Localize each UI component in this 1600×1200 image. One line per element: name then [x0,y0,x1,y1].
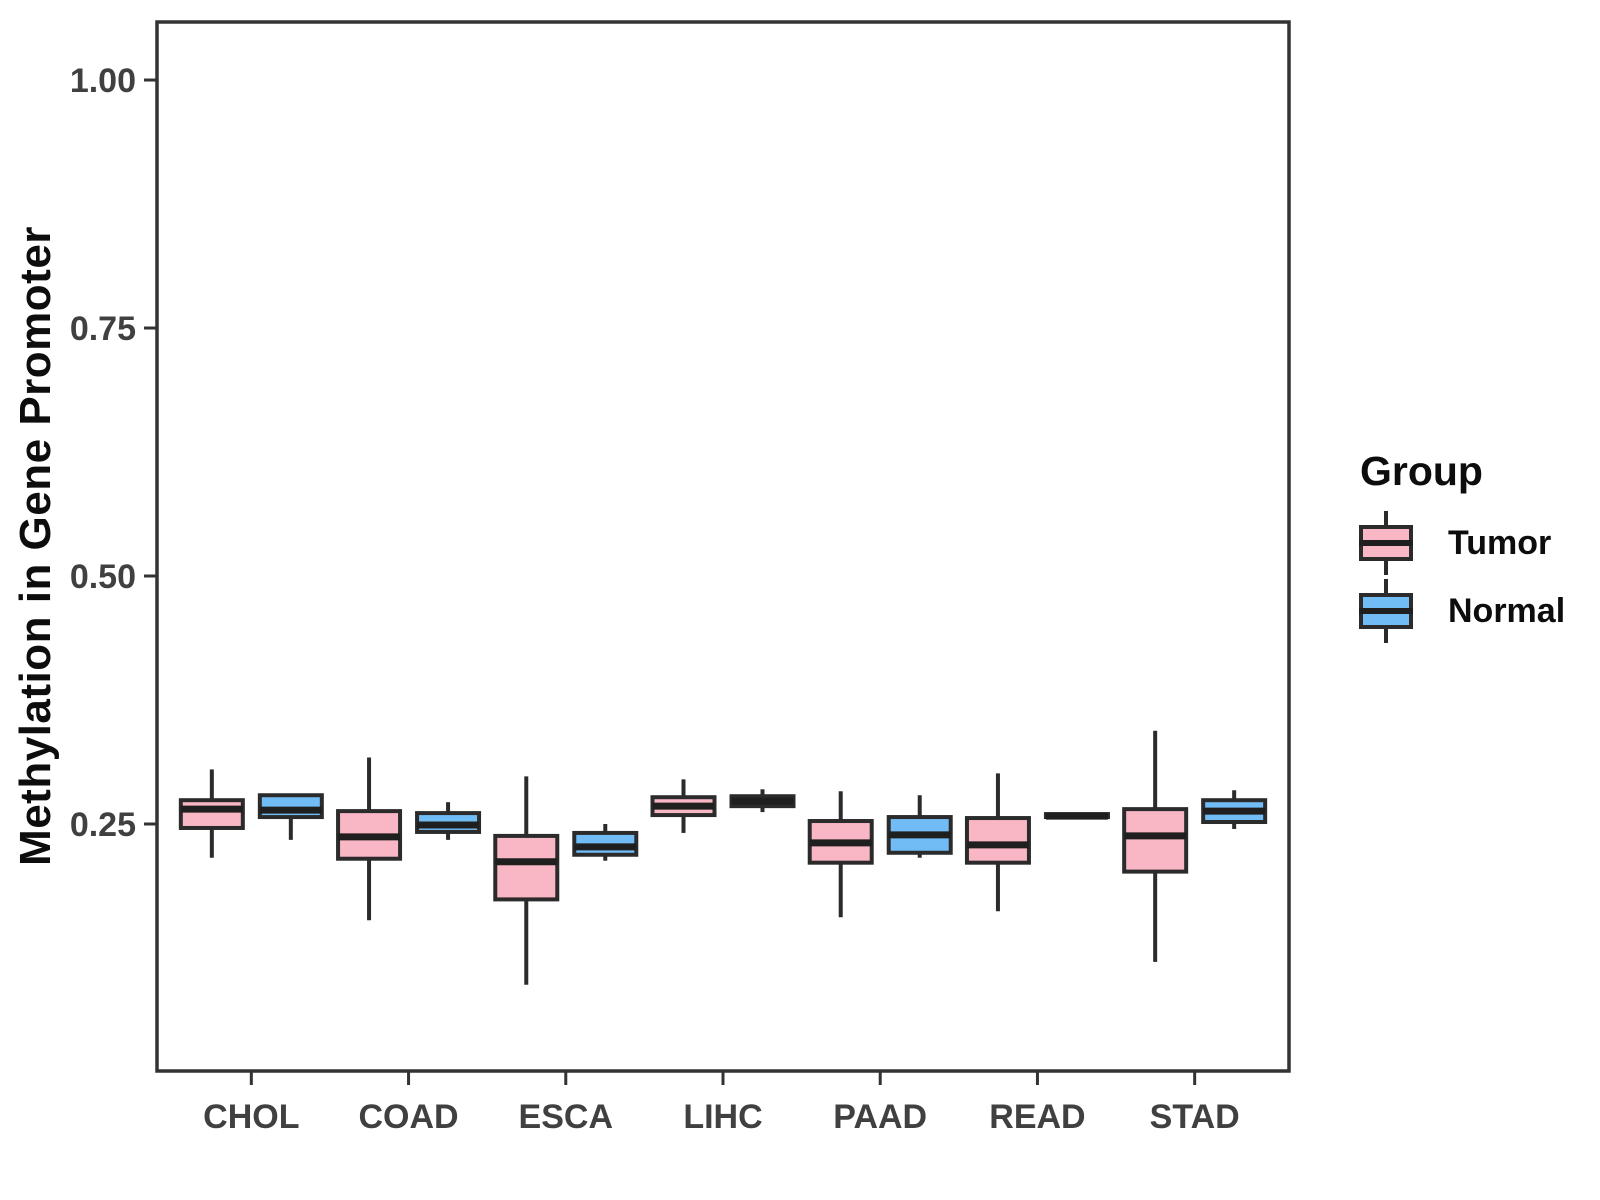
legend-items: Tumor Normal [1358,509,1565,645]
x-tick-label: COAD [359,1098,459,1136]
x-tick-label: ESCA [519,1098,613,1136]
legend-key-boxplot-icon [1359,579,1413,643]
panel-border [155,20,1291,1073]
x-tick-label: CHOL [203,1098,299,1136]
y-tick-label: 0.25 [70,806,136,844]
box-tumor-ESCA [493,833,560,902]
y-tick-label: 0.75 [70,310,136,348]
y-tick-label: 1.00 [70,62,136,100]
legend-title: Group [1360,448,1483,494]
legend-label: Normal [1448,591,1566,630]
x-tick-label: PAAD [833,1098,927,1136]
x-tick-label: READ [989,1098,1085,1136]
legend-item-tumor: Tumor [1358,509,1565,577]
x-tick-label: LIHC [683,1098,762,1136]
box-tumor-READ [964,816,1031,865]
legend-label: Tumor [1448,523,1552,562]
legend-item-normal: Normal [1358,577,1565,645]
y-tick-label: 0.50 [70,558,136,596]
box-normal-CHOL [257,793,324,820]
box-tumor-STAD [1122,807,1189,874]
legend: Group Tumor Normal [1358,448,1565,645]
legend-key-boxplot-icon [1359,511,1413,575]
y-axis-title: Methylation in Gene Promoter [11,226,60,866]
box-tumor-CHOL [178,798,245,830]
x-tick-label: STAD [1150,1098,1240,1136]
